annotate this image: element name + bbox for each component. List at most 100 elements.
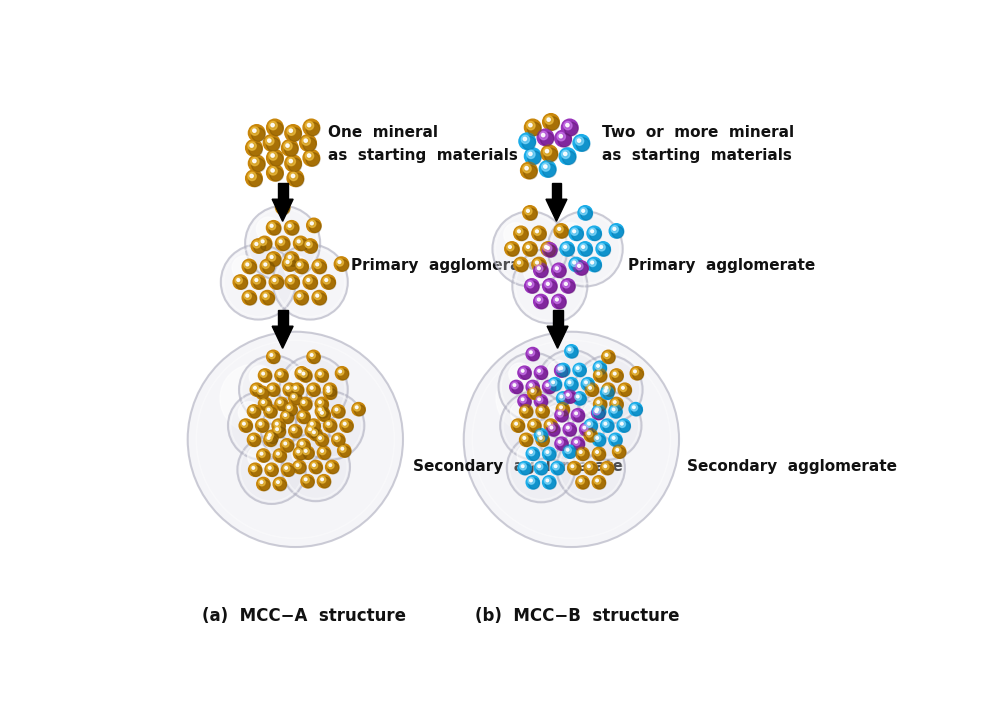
Circle shape: [529, 384, 532, 386]
Circle shape: [303, 150, 320, 166]
Circle shape: [287, 406, 290, 409]
Circle shape: [565, 447, 572, 454]
Circle shape: [251, 127, 259, 136]
Circle shape: [577, 263, 589, 275]
Circle shape: [308, 428, 311, 431]
Circle shape: [573, 439, 580, 445]
Circle shape: [284, 256, 308, 280]
Circle shape: [596, 364, 606, 374]
Circle shape: [310, 222, 313, 225]
Circle shape: [521, 465, 524, 467]
Circle shape: [285, 144, 289, 147]
Circle shape: [512, 248, 588, 323]
Circle shape: [264, 294, 267, 297]
Circle shape: [305, 152, 314, 160]
Circle shape: [250, 407, 261, 418]
Circle shape: [534, 294, 548, 309]
Circle shape: [560, 406, 562, 409]
Circle shape: [309, 427, 322, 441]
Circle shape: [521, 369, 524, 372]
Circle shape: [304, 478, 307, 480]
Circle shape: [580, 479, 582, 482]
Circle shape: [261, 239, 272, 251]
Circle shape: [307, 350, 320, 364]
Circle shape: [244, 261, 252, 268]
Circle shape: [287, 170, 303, 186]
Circle shape: [610, 435, 617, 442]
Circle shape: [295, 449, 302, 455]
Circle shape: [278, 401, 280, 404]
Circle shape: [270, 275, 283, 289]
Circle shape: [306, 218, 321, 232]
Circle shape: [294, 260, 308, 274]
Circle shape: [245, 293, 257, 305]
Circle shape: [254, 242, 266, 253]
Circle shape: [325, 385, 332, 391]
Circle shape: [590, 260, 602, 272]
Circle shape: [276, 481, 279, 483]
Circle shape: [328, 463, 339, 474]
Circle shape: [586, 430, 593, 437]
Circle shape: [317, 475, 331, 488]
Circle shape: [529, 123, 532, 127]
Circle shape: [563, 390, 577, 403]
Circle shape: [588, 422, 591, 425]
Circle shape: [523, 166, 537, 179]
Circle shape: [596, 408, 599, 411]
Circle shape: [276, 371, 283, 377]
Circle shape: [270, 153, 283, 166]
Circle shape: [611, 407, 622, 418]
Circle shape: [301, 446, 314, 460]
Circle shape: [536, 265, 543, 272]
Circle shape: [253, 277, 261, 284]
Circle shape: [551, 462, 564, 475]
Circle shape: [288, 391, 302, 405]
Circle shape: [521, 407, 528, 413]
Circle shape: [519, 368, 526, 374]
Circle shape: [547, 118, 550, 121]
Circle shape: [296, 464, 299, 467]
Circle shape: [269, 222, 275, 229]
Circle shape: [520, 397, 531, 408]
Circle shape: [284, 442, 286, 445]
Circle shape: [270, 255, 280, 266]
Circle shape: [512, 383, 523, 394]
Circle shape: [528, 386, 541, 399]
Circle shape: [601, 419, 613, 432]
Circle shape: [565, 123, 578, 136]
Circle shape: [309, 460, 322, 474]
Circle shape: [260, 480, 271, 490]
Circle shape: [588, 386, 599, 397]
Circle shape: [257, 478, 270, 490]
Circle shape: [262, 240, 264, 243]
Circle shape: [537, 267, 540, 270]
Circle shape: [567, 380, 578, 391]
Circle shape: [527, 282, 539, 293]
Circle shape: [315, 404, 329, 418]
Circle shape: [523, 408, 525, 411]
Circle shape: [267, 150, 283, 166]
Circle shape: [284, 125, 301, 141]
Circle shape: [632, 406, 635, 409]
Circle shape: [595, 436, 606, 447]
Circle shape: [290, 427, 297, 433]
Circle shape: [297, 410, 310, 424]
Circle shape: [582, 245, 585, 248]
Circle shape: [548, 378, 562, 391]
Circle shape: [275, 427, 285, 438]
Circle shape: [529, 421, 536, 427]
Circle shape: [583, 427, 586, 429]
Circle shape: [258, 422, 269, 432]
Circle shape: [279, 356, 348, 424]
Circle shape: [545, 450, 556, 460]
Circle shape: [604, 464, 613, 475]
Circle shape: [525, 166, 528, 170]
Circle shape: [545, 244, 552, 252]
Circle shape: [605, 389, 606, 392]
Circle shape: [563, 423, 577, 436]
Circle shape: [263, 262, 275, 274]
Circle shape: [317, 435, 324, 442]
Circle shape: [506, 434, 575, 503]
Circle shape: [266, 137, 274, 146]
Circle shape: [581, 378, 595, 391]
